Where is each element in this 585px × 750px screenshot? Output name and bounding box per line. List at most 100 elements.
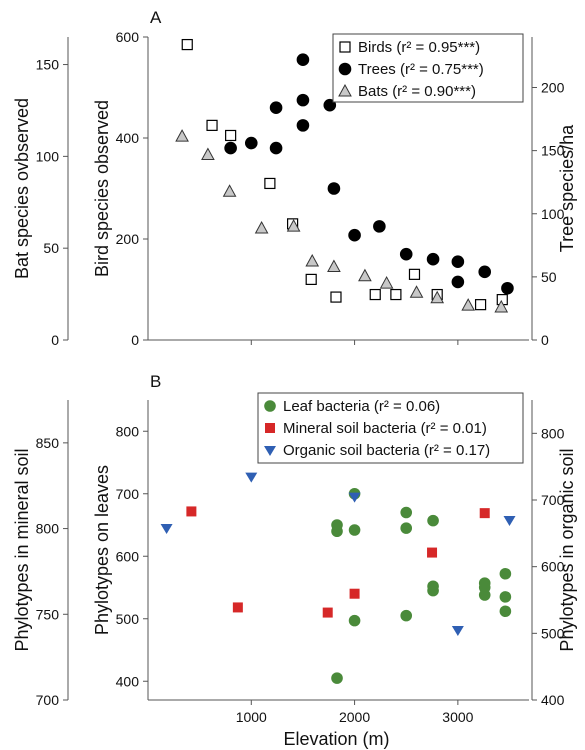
y-right-tick-label: 600	[541, 559, 565, 575]
data-point	[244, 136, 258, 150]
y-inner-tick-label: 700	[116, 486, 140, 502]
y-right-tick-label: 200	[541, 80, 565, 96]
data-point	[296, 53, 310, 67]
data-point	[322, 607, 333, 618]
data-point	[331, 672, 343, 684]
data-point	[479, 508, 490, 519]
data-point	[186, 506, 197, 517]
series-mineral-soil-bacteria	[186, 506, 490, 618]
data-point	[399, 247, 413, 261]
data-point	[427, 580, 439, 593]
legend-name: Birds	[358, 39, 392, 56]
legend-marker	[265, 423, 275, 433]
y-inner-tick-label: 600	[116, 29, 140, 45]
data-point	[390, 288, 402, 301]
legend-stat: (r² = 0.01)	[421, 420, 487, 437]
series-organic-soil-bacteria	[160, 472, 516, 636]
data-point	[478, 577, 491, 589]
x-tick-label: 1000	[236, 709, 267, 725]
panel-B: Leaf bacteria (r² = 0.06) Mineral soil ba…	[63, 392, 537, 705]
data-point	[494, 299, 509, 313]
data-point	[331, 519, 343, 531]
y-right-tick-label: 100	[541, 206, 565, 222]
data-point	[409, 285, 424, 298]
y-right-tick-label: 700	[541, 492, 565, 508]
x-tick-label: 3000	[442, 709, 473, 725]
data-point	[408, 268, 421, 280]
data-point	[348, 524, 361, 536]
series-bats	[175, 129, 509, 313]
series-trees	[224, 53, 514, 295]
y-inner-tick-label: 600	[116, 548, 140, 564]
y-inner-title: Bird species observed	[92, 100, 112, 277]
data-point	[499, 591, 512, 603]
data-point	[296, 119, 310, 132]
x-title: Elevation (m)	[283, 729, 389, 749]
x-tick-label: 2000	[339, 709, 370, 725]
data-point	[499, 567, 512, 580]
data-point	[206, 119, 218, 131]
y-right-tick-label: 800	[541, 425, 565, 441]
data-point	[478, 265, 492, 279]
legend-marker	[264, 400, 276, 412]
y-inner-tick-label: 400	[116, 130, 140, 146]
data-point	[451, 626, 464, 636]
legend-stat: (r² = 0.75***)	[400, 61, 484, 78]
legend-marker	[264, 446, 276, 456]
y-right-tick-label: 500	[541, 625, 565, 641]
y-outer-tick-label: 150	[36, 57, 60, 73]
legend-box	[332, 33, 524, 103]
legend-name: Trees	[358, 61, 396, 78]
data-point	[349, 588, 360, 599]
data-point	[254, 220, 269, 234]
y-right-tick-label: 50	[541, 269, 557, 285]
y-inner-title: Phylotypes on leaves	[92, 465, 112, 635]
data-point	[400, 506, 413, 519]
legend-stat: (r² = 0.06)	[374, 398, 440, 415]
series-leaf-bacteria	[331, 487, 512, 684]
legend-entry: Organic soil bacteria (r² = 0.17)	[283, 442, 490, 459]
data-point	[400, 522, 413, 534]
y-outer-tick-label: 700	[36, 692, 60, 708]
data-point	[426, 252, 440, 266]
data-point	[269, 101, 283, 114]
y-outer-tick-label: 800	[36, 521, 60, 537]
data-point	[348, 492, 361, 503]
data-point	[499, 605, 512, 618]
data-point	[160, 524, 173, 534]
legend-marker	[338, 62, 352, 76]
legend-entry: Mineral soil bacteria (r² = 0.01)	[283, 420, 487, 437]
data-point	[358, 268, 372, 282]
data-point	[327, 259, 341, 273]
y-inner-tick-label: 400	[116, 673, 140, 689]
legend-entry: Bats (r² = 0.90***)	[358, 83, 476, 100]
legend-box	[257, 392, 524, 464]
data-point	[348, 614, 361, 627]
y-right-tick-label: 150	[541, 143, 565, 159]
legend-entry: Trees (r² = 0.75***)	[358, 61, 484, 78]
data-point	[461, 298, 476, 311]
data-point	[348, 228, 361, 242]
data-point	[427, 547, 438, 558]
y-right-tick-label: 0	[541, 332, 549, 348]
panel-A: Birds (r² = 0.95***) Trees (r² = 0.75***)…	[63, 33, 537, 345]
data-point	[232, 602, 243, 613]
data-point	[224, 141, 237, 155]
data-point	[201, 147, 215, 161]
data-point	[369, 288, 381, 301]
y-outer-title: Phylotypes in mineral soil	[12, 448, 32, 651]
panel-label: A	[150, 8, 162, 27]
data-point	[503, 516, 516, 526]
y-inner-tick-label: 200	[116, 231, 140, 247]
data-point	[327, 182, 341, 195]
data-point	[175, 129, 189, 142]
data-point	[245, 472, 258, 483]
data-point	[264, 177, 276, 190]
y-right-title: Tree species/ha	[557, 124, 577, 252]
data-point	[305, 253, 320, 267]
data-point	[501, 281, 514, 295]
data-point	[286, 219, 301, 232]
legend-stat: (r² = 0.90***)	[392, 83, 476, 100]
legend-entry: Birds (r² = 0.95***)	[358, 39, 480, 56]
